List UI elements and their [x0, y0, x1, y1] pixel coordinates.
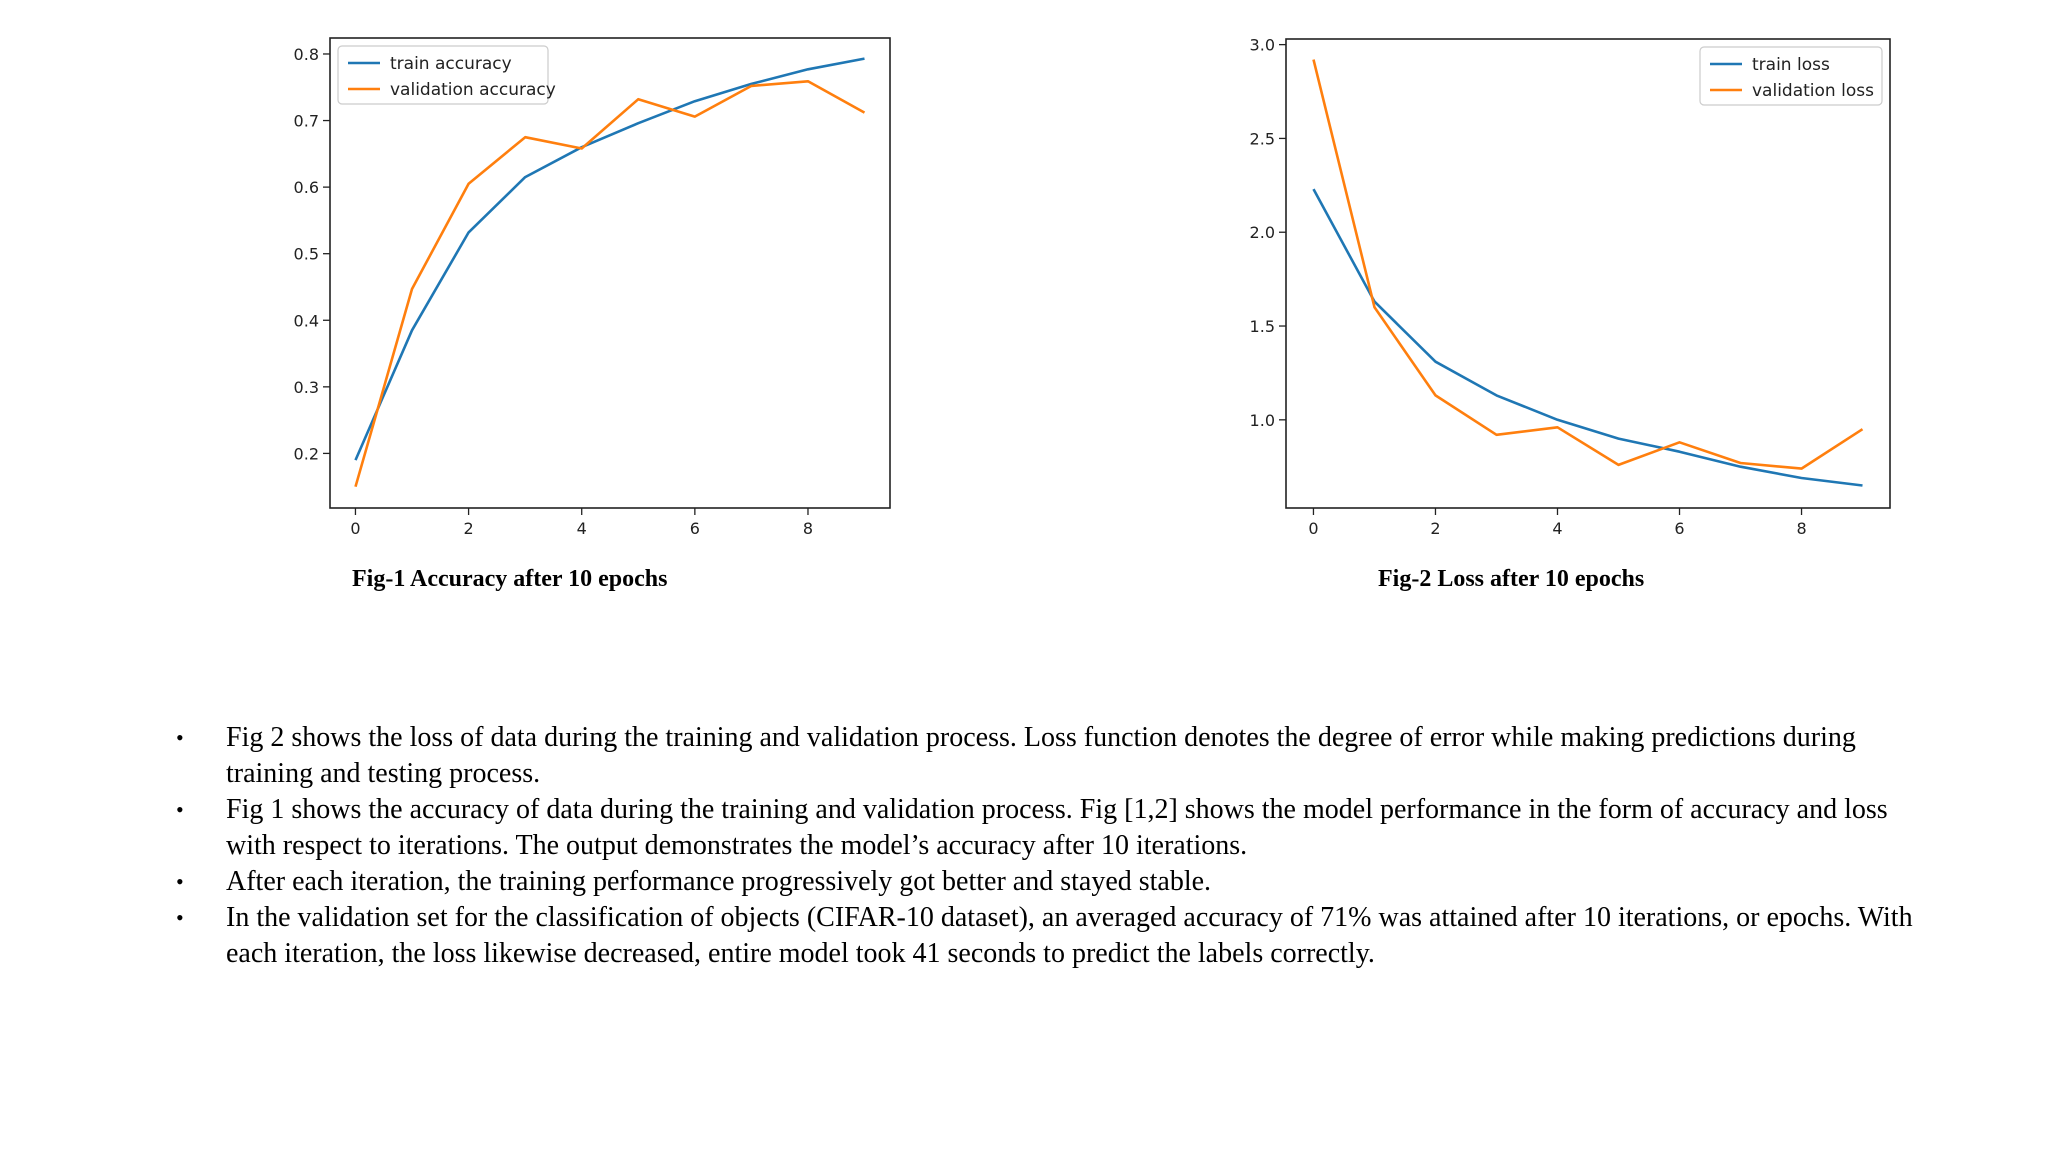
legend-label: train loss	[1752, 55, 1830, 75]
bullet-text: Fig 1 shows the accuracy of data during …	[226, 794, 1888, 861]
x-tick-label: 8	[1796, 519, 1806, 538]
legend-box	[1699, 46, 1883, 106]
loss-chart: 0 2 4 6 8 1.0 1.5 2.0 2.5 3.0 train loss validation…	[1250, 36, 1891, 538]
y-tick-label: 0.6	[294, 178, 319, 197]
plot-frame	[329, 37, 891, 509]
legend-label: train accuracy	[390, 54, 512, 74]
x-tick-label: 0	[350, 519, 360, 538]
bullet-text: In the validation set for the classifica…	[226, 902, 1913, 969]
x-tick-label: 6	[1674, 519, 1684, 538]
bullet-marker: •	[176, 725, 184, 750]
x-tick-label: 6	[690, 519, 700, 538]
bullet-marker: •	[176, 905, 184, 930]
bullet-text: Fig 2 shows the loss of data during the …	[226, 722, 1856, 789]
series-line	[1312, 188, 1863, 487]
legend-label: validation loss	[1752, 81, 1874, 101]
y-tick-label: 3.0	[1250, 36, 1275, 55]
y-tick-label: 2.0	[1250, 223, 1275, 242]
x-tick-label: 4	[577, 519, 587, 538]
y-tick-label: 0.3	[294, 378, 319, 397]
bullet-marker: •	[176, 797, 184, 822]
x-tick-label: 8	[803, 519, 813, 538]
y-tick-label: 2.5	[1250, 129, 1275, 148]
y-tick-label: 0.4	[294, 311, 319, 330]
series-line	[354, 57, 865, 461]
y-tick-label: 0.5	[294, 245, 319, 264]
legend-box	[337, 45, 549, 105]
accuracy-chart: 0 2 4 6 8 0.2 0.3 0.4 0.5 0.6 0.7 0.8 train accuracy…	[294, 37, 891, 538]
list-item: • After each iteration, the training per…	[170, 864, 1930, 900]
fig-2-caption: Fig-2 Loss after 10 epochs	[1378, 566, 1645, 592]
y-tick-label: 1.0	[1250, 411, 1275, 430]
y-tick-label: 0.2	[294, 444, 319, 463]
x-tick-label: 2	[463, 519, 473, 538]
y-tick-label: 0.8	[294, 45, 319, 64]
plot-frame	[1285, 38, 1891, 509]
bullet-text: After each iteration, the training perfo…	[226, 866, 1212, 897]
x-tick-label: 4	[1552, 519, 1562, 538]
x-tick-label: 0	[1308, 519, 1318, 538]
legend-label: validation accuracy	[390, 80, 556, 100]
bullet-marker: •	[176, 869, 184, 894]
x-tick-label: 2	[1430, 519, 1440, 538]
list-item: • Fig 1 shows the accuracy of data durin…	[170, 792, 1930, 864]
list-item: • In the validation set for the classifi…	[170, 900, 1930, 972]
y-tick-label: 0.7	[294, 112, 319, 131]
fig-1-caption: Fig-1 Accuracy after 10 epochs	[352, 566, 668, 592]
findings-list: • Fig 2 shows the loss of data during th…	[170, 720, 1930, 972]
series-line	[1312, 59, 1864, 470]
list-item: • Fig 2 shows the loss of data during th…	[170, 720, 1930, 792]
series-line	[354, 79, 866, 488]
y-tick-label: 1.5	[1250, 317, 1275, 336]
